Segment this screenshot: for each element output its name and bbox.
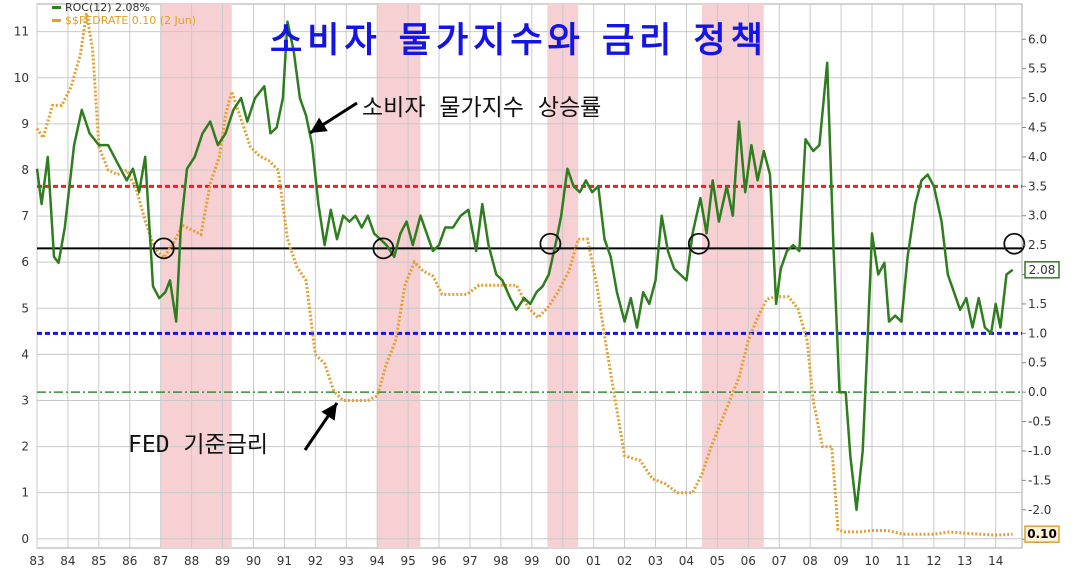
annotation-arrow-cpi-head <box>310 117 328 133</box>
x-tick-label: 89 <box>215 554 230 568</box>
x-tick-label: 05 <box>710 554 725 568</box>
y-right-tick-label: 4.5 <box>1028 121 1047 135</box>
y-right-tick-label: -1.5 <box>1028 473 1051 487</box>
x-tick-label: 12 <box>926 554 941 568</box>
x-tick-label: 13 <box>957 554 972 568</box>
y-left-tick-label: 9 <box>21 117 29 131</box>
y-left-tick-label: 4 <box>21 347 29 361</box>
x-tick-label: 03 <box>648 554 663 568</box>
crossing-marker <box>539 232 562 255</box>
x-tick-label: 86 <box>122 554 137 568</box>
legend-item-fed: $$FEDRATE 0.10 (2 Jun) <box>52 14 196 27</box>
end-badge-label: 0.10 <box>1027 527 1057 541</box>
x-tick-label: 14 <box>988 554 1003 568</box>
y-left-tick-label: 6 <box>21 255 29 269</box>
y-right-tick-label: 2.5 <box>1028 238 1047 252</box>
x-tick-label: 02 <box>617 554 632 568</box>
y-left-tick-label: 11 <box>14 25 29 39</box>
x-tick-label: 98 <box>493 554 508 568</box>
x-tick-label: 93 <box>339 554 354 568</box>
fed-rate-series <box>35 12 1013 537</box>
series-line-cpi <box>35 20 1014 512</box>
x-tick-label: 90 <box>246 554 261 568</box>
x-tick-label: 00 <box>555 554 570 568</box>
shaded-period <box>701 4 764 548</box>
x-tick-label: 83 <box>29 554 44 568</box>
annotation-arrow-fed-head <box>321 403 337 421</box>
x-tick-label: 10 <box>864 554 879 568</box>
y-left-tick-label: 5 <box>21 301 29 315</box>
y-right-tick-label: 1.5 <box>1028 297 1047 311</box>
y-right-tick-label: 6.0 <box>1028 32 1047 46</box>
annotation-cpi: 소비자 물가지수 상승률 <box>362 95 602 121</box>
y-right-tick-label: 0.5 <box>1028 356 1047 370</box>
legend-label-fed: $$FEDRATE 0.10 (2 Jun) <box>65 14 197 27</box>
y-right-tick-label: -1.0 <box>1028 444 1051 458</box>
crossing-marker <box>687 232 710 255</box>
y-right-tick-label: 5.0 <box>1028 91 1047 105</box>
legend-swatch-cpi <box>52 6 61 9</box>
y-left-tick-label: 7 <box>21 209 29 223</box>
y-right-tick-label: -2.0 <box>1028 503 1051 517</box>
x-tick-label: 88 <box>184 554 199 568</box>
y-right-tick-label: 4.0 <box>1028 150 1047 164</box>
x-tick-label: 01 <box>586 554 601 568</box>
y-right-tick-label: 1.0 <box>1028 326 1047 340</box>
y-right-tick-label: 3.0 <box>1028 209 1047 223</box>
shaded-period <box>377 4 421 548</box>
crossing-marker <box>152 237 175 260</box>
legend-label-cpi: ROC(12) 2.08% <box>65 1 151 14</box>
legend: ROC(12) 2.08% $$FEDRATE 0.10 (2 Jun) <box>52 1 196 27</box>
x-tick-label: 94 <box>370 554 385 568</box>
shaded-period <box>160 4 232 548</box>
y-right-tick-label: 0.0 <box>1028 385 1047 399</box>
crossing-marker <box>372 237 395 260</box>
x-tick-label: 09 <box>833 554 848 568</box>
y-right-tick-label: 5.5 <box>1028 62 1047 76</box>
end-badge-box <box>1024 525 1060 543</box>
end-badge-box <box>1024 261 1060 279</box>
x-tick-label: 04 <box>679 554 694 568</box>
y-left-tick-label: 2 <box>21 440 29 454</box>
x-tick-label: 85 <box>91 554 106 568</box>
x-tick-label: 92 <box>308 554 323 568</box>
x-tick-label: 07 <box>772 554 787 568</box>
chart-title: 소비자 물가지수와 금리 정책 <box>270 20 768 61</box>
crossing-markers <box>152 101 1026 451</box>
axis-ticks: 83 84 85 86 87 88 89 90 91 92 93 94 95 96 97 98 99 00 01 02… <box>14 25 1052 568</box>
x-tick-label: 87 <box>153 554 168 568</box>
y-left-tick-label: 8 <box>21 163 29 177</box>
x-tick-label: 11 <box>895 554 910 568</box>
crossing-marker <box>1003 232 1026 255</box>
series-line-fed-rate <box>35 12 1013 537</box>
y-left-tick-label: 10 <box>14 71 29 85</box>
x-tick-label: 97 <box>462 554 477 568</box>
x-tick-label: 84 <box>60 554 75 568</box>
reference-lines <box>37 184 1022 393</box>
x-tick-label: 06 <box>741 554 756 568</box>
x-tick-label: 96 <box>431 554 446 568</box>
y-left-tick-label: 3 <box>21 393 29 407</box>
end-badges: 2.08 0.10 <box>1024 261 1060 543</box>
cpi-series <box>35 20 1014 512</box>
y-right-tick-label: -0.5 <box>1028 415 1051 429</box>
x-tick-label: 08 <box>803 554 818 568</box>
recession-shading <box>36 3 1023 549</box>
x-tick-label: 95 <box>400 554 415 568</box>
legend-swatch-fed <box>52 19 61 22</box>
annotation-fed: FED 기준금리 <box>128 432 269 458</box>
x-tick-label: 99 <box>524 554 539 568</box>
y-left-tick-label: 0 <box>21 532 29 546</box>
end-badge-label: 2.08 <box>1029 263 1056 277</box>
x-tick-label: 91 <box>277 554 292 568</box>
legend-item-cpi: ROC(12) 2.08% <box>52 1 196 14</box>
y-left-tick-label: 1 <box>21 486 29 500</box>
y-right-tick-label: 3.5 <box>1028 179 1047 193</box>
